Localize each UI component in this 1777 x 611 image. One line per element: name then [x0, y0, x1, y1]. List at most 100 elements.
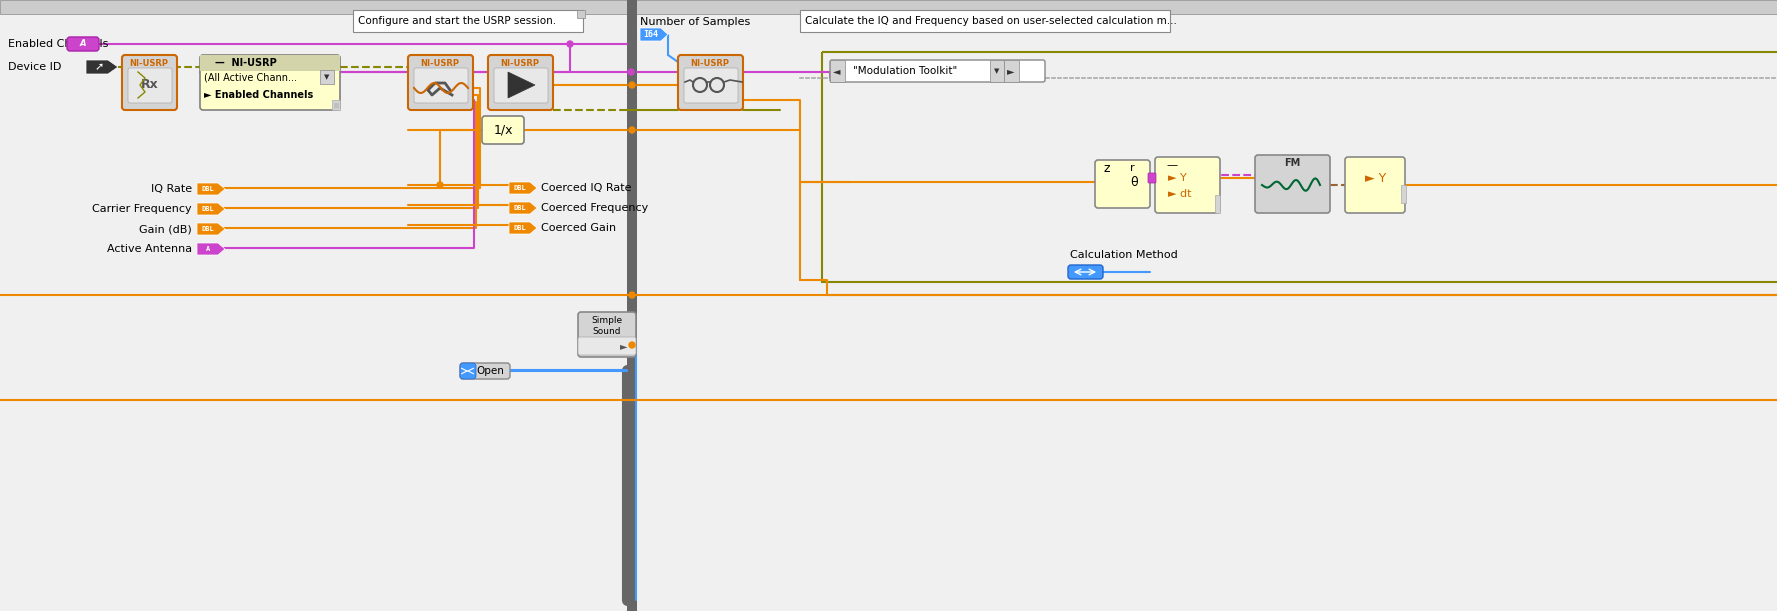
Text: ► Y: ► Y — [1167, 173, 1187, 183]
Text: NI-USRP: NI-USRP — [130, 59, 169, 67]
Polygon shape — [508, 72, 535, 98]
FancyBboxPatch shape — [414, 68, 467, 103]
Bar — [823, 52, 1777, 282]
FancyBboxPatch shape — [578, 337, 636, 355]
Text: Calculation Method: Calculation Method — [1070, 250, 1178, 260]
Bar — [320, 70, 334, 84]
Text: (All Active Chann...: (All Active Chann... — [204, 73, 297, 83]
Text: ► Y: ► Y — [1365, 172, 1386, 185]
Text: DBL: DBL — [514, 225, 526, 231]
Text: ▼: ▼ — [995, 68, 1000, 74]
FancyBboxPatch shape — [68, 37, 100, 51]
Text: A: A — [80, 40, 87, 48]
Text: 1/x: 1/x — [494, 123, 514, 136]
Text: ➚: ➚ — [94, 62, 103, 72]
Text: θ: θ — [1130, 175, 1137, 189]
FancyBboxPatch shape — [494, 68, 547, 103]
Text: ► dt: ► dt — [1167, 189, 1192, 199]
Text: |||: ||| — [332, 102, 339, 108]
Text: DBL: DBL — [201, 206, 213, 212]
FancyBboxPatch shape — [123, 55, 178, 110]
Text: ►: ► — [1008, 66, 1015, 76]
FancyBboxPatch shape — [1095, 160, 1150, 208]
Text: Open: Open — [476, 366, 505, 376]
FancyBboxPatch shape — [482, 116, 524, 144]
Circle shape — [629, 342, 634, 348]
Text: NI-USRP: NI-USRP — [691, 59, 730, 67]
Text: IQ Rate: IQ Rate — [151, 184, 192, 194]
FancyBboxPatch shape — [578, 312, 636, 357]
Polygon shape — [508, 222, 537, 234]
Text: ►: ► — [620, 341, 627, 351]
Text: Coerced Frequency: Coerced Frequency — [540, 203, 649, 213]
Circle shape — [629, 82, 634, 88]
Text: ▼: ▼ — [325, 74, 331, 80]
Text: z: z — [1104, 161, 1109, 175]
Text: —  NI-USRP: — NI-USRP — [215, 58, 277, 68]
Text: ◄: ◄ — [833, 66, 841, 76]
Text: A: A — [206, 246, 210, 252]
FancyBboxPatch shape — [201, 55, 339, 110]
FancyBboxPatch shape — [1148, 173, 1157, 183]
FancyBboxPatch shape — [830, 60, 1045, 82]
Text: DBL: DBL — [514, 185, 526, 191]
Text: Active Antenna: Active Antenna — [107, 244, 192, 254]
Polygon shape — [85, 60, 117, 74]
Text: DBL: DBL — [514, 205, 526, 211]
Bar — [990, 60, 1004, 82]
Text: DBL: DBL — [201, 226, 213, 232]
Text: Rx: Rx — [140, 78, 158, 92]
Text: Carrier Frequency: Carrier Frequency — [92, 204, 192, 214]
FancyBboxPatch shape — [409, 55, 473, 110]
Polygon shape — [197, 243, 226, 255]
Text: Coerced IQ Rate: Coerced IQ Rate — [540, 183, 631, 193]
Polygon shape — [508, 202, 537, 214]
Bar — [578, 10, 585, 18]
Polygon shape — [508, 182, 537, 194]
Text: Simple
Sound: Simple Sound — [592, 316, 622, 335]
Polygon shape — [640, 28, 668, 41]
Text: Configure and start the USRP session.: Configure and start the USRP session. — [357, 16, 556, 26]
Text: —: — — [1166, 160, 1178, 170]
Text: Coerced Gain: Coerced Gain — [540, 223, 617, 233]
Text: r: r — [1130, 163, 1136, 173]
Text: Calculate the IQ and Frequency based on user-selected calculation m...: Calculate the IQ and Frequency based on … — [805, 16, 1176, 26]
Text: "Modulation Toolkit": "Modulation Toolkit" — [853, 66, 958, 76]
Text: NI-USRP: NI-USRP — [501, 59, 540, 67]
Circle shape — [627, 69, 634, 75]
Text: NI-USRP: NI-USRP — [421, 59, 460, 67]
FancyBboxPatch shape — [489, 55, 553, 110]
Bar — [1215, 195, 1221, 213]
Text: ► Enabled Channels: ► Enabled Channels — [204, 90, 313, 100]
FancyBboxPatch shape — [128, 68, 172, 103]
Text: I64: I64 — [643, 30, 657, 39]
Bar — [332, 100, 339, 110]
Circle shape — [629, 292, 634, 298]
Bar — [627, 0, 636, 611]
Text: DBL: DBL — [201, 186, 213, 192]
Circle shape — [567, 41, 572, 47]
FancyBboxPatch shape — [460, 363, 510, 379]
FancyBboxPatch shape — [1255, 155, 1329, 213]
Bar — [201, 55, 339, 71]
FancyBboxPatch shape — [460, 363, 476, 379]
Bar — [830, 60, 846, 82]
Bar — [823, 52, 1777, 282]
Bar — [800, 10, 1169, 32]
Circle shape — [629, 127, 634, 133]
Circle shape — [437, 182, 442, 188]
FancyBboxPatch shape — [1155, 157, 1221, 213]
Text: Number of Samples: Number of Samples — [640, 17, 750, 27]
Polygon shape — [197, 223, 226, 235]
FancyBboxPatch shape — [1068, 265, 1104, 279]
Bar — [354, 10, 583, 32]
Text: FM: FM — [1283, 158, 1301, 168]
FancyBboxPatch shape — [684, 68, 737, 103]
Text: Enabled Channels: Enabled Channels — [9, 39, 108, 49]
FancyBboxPatch shape — [1345, 157, 1406, 213]
Polygon shape — [197, 183, 226, 195]
FancyBboxPatch shape — [679, 55, 743, 110]
Text: Device ID: Device ID — [9, 62, 62, 72]
Bar — [1004, 60, 1018, 82]
Bar — [0, 0, 1777, 14]
